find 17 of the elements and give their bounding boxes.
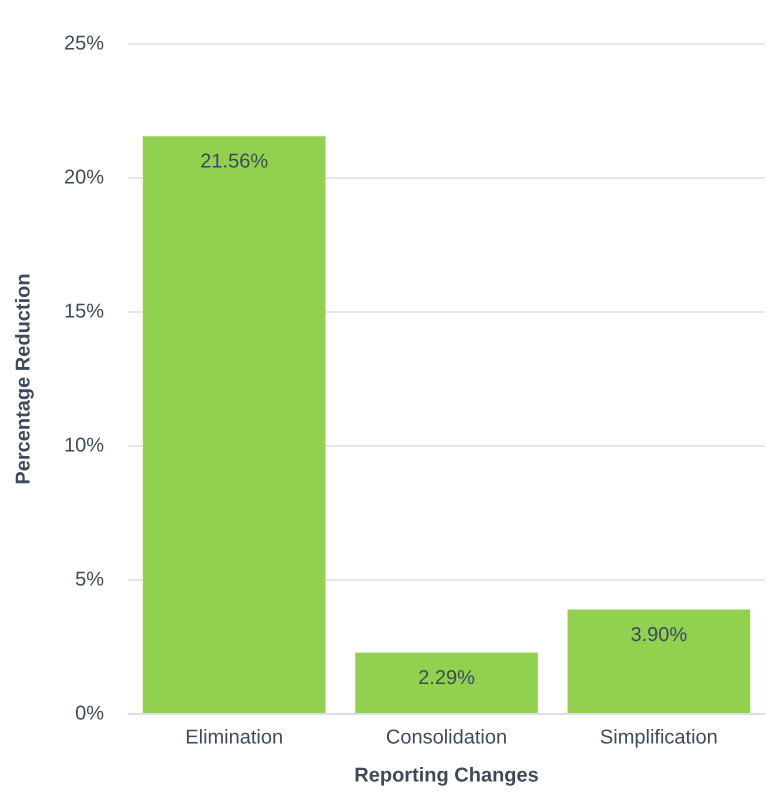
x-tick-label: Consolidation [386,726,508,749]
x-axis-title: Reporting Changes [354,764,539,787]
y-axis-title: Percentage Reduction [12,273,35,485]
y-tick-label: 10% [64,434,104,457]
y-tick-label: 0% [75,702,104,725]
bar [355,652,538,713]
y-tick-label: 5% [75,568,104,591]
bar [142,136,326,713]
y-tick-label: 15% [64,300,104,323]
x-tick-label: Simplification [600,726,718,749]
data-label: 3.90% [630,624,688,646]
y-tick-label: 25% [64,32,104,55]
data-label: 21.56% [200,150,268,173]
y-tick-label: 20% [64,166,104,189]
bar [568,609,750,713]
data-label: 2.29% [418,667,476,690]
x-tick-label: Elimination [185,726,284,749]
